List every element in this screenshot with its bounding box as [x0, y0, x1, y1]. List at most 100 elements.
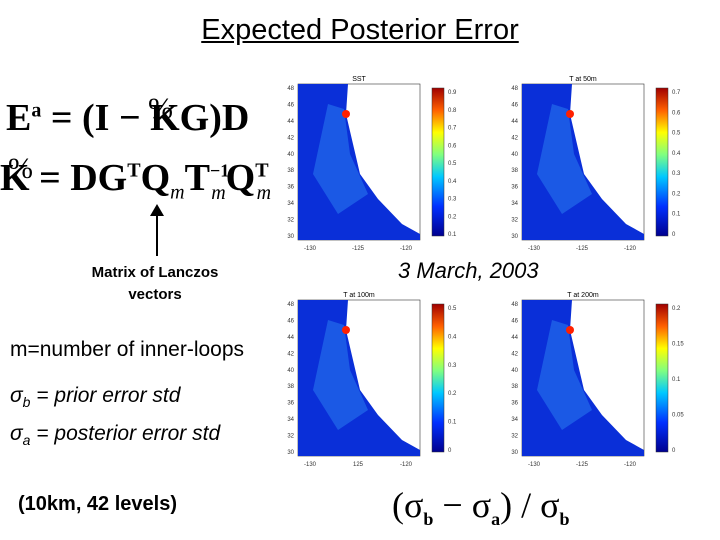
page-title: Expected Posterior Error: [201, 14, 519, 46]
colorbar-tick-label: 0.8: [448, 108, 457, 114]
ocean-highlight: [313, 320, 368, 430]
ocean-highlight: [537, 104, 592, 214]
colorbar-tick-label: 0: [672, 448, 676, 454]
y-tick-label: 38: [287, 168, 294, 174]
y-tick-label: 44: [511, 335, 518, 341]
map-title: T at 100m: [343, 292, 375, 299]
eq2-sub-m2: m: [211, 181, 226, 204]
y-tick-label: 42: [511, 351, 518, 357]
x-tick-label: -125: [576, 246, 589, 252]
y-tick-label: 34: [287, 201, 294, 207]
sigma-b-definition: σb = prior error std: [10, 384, 180, 410]
colorbar-tick-label: 0.6: [672, 110, 681, 116]
y-tick-label: 46: [287, 102, 294, 108]
x-tick-label: -120: [400, 462, 413, 468]
y-tick-label: 38: [511, 168, 518, 174]
colorbar-tick-label: 0.4: [672, 151, 681, 157]
y-tick-label: 48: [511, 302, 518, 308]
y-tick-label: 44: [287, 335, 294, 341]
inner-loops-text: m=number of inner-loops: [10, 338, 245, 361]
formula-close: ) / σ: [500, 485, 560, 525]
x-tick-label: -130: [304, 462, 317, 468]
x-tick-label: -130: [528, 246, 541, 252]
colorbar-tick-label: 0.1: [672, 212, 681, 218]
colorbar-tick-label: 0.6: [448, 143, 457, 149]
equation-gain: K = DGTQmT−1mQTm: [0, 156, 271, 205]
colorbar-tick-label: 0.1: [448, 232, 457, 238]
y-tick-label: 32: [511, 434, 518, 440]
map-t50: T at 50m 48 46 44 42 40 38 36 34 32 30 -130 -125 -120…: [511, 76, 681, 252]
y-tick-label: 38: [511, 384, 518, 390]
colorbar-tick-label: 0.2: [672, 306, 681, 312]
lanczos-label: Matrix of Lanczos vectors: [91, 264, 219, 303]
ocean-highlight: [313, 104, 368, 214]
y-tick-label: 42: [511, 135, 518, 141]
y-tick-label: 40: [287, 152, 294, 158]
eq1-rhs: = (I − KG)D: [50, 97, 250, 139]
y-tick-label: 30: [287, 450, 294, 456]
x-tick-label: -130: [528, 462, 541, 468]
y-tick-label: 48: [287, 302, 294, 308]
colorbar-tick-label: 0.4: [448, 334, 457, 340]
y-tick-label: 34: [287, 417, 294, 423]
x-tick-label: -125: [352, 246, 365, 252]
eq2-q2: Q: [225, 157, 256, 199]
error-hotspot: [566, 326, 574, 334]
y-tick-label: 30: [287, 234, 294, 240]
y-tick-label: 40: [287, 368, 294, 374]
eq2-sub-m3: m: [256, 181, 272, 204]
map-title: SST: [352, 76, 366, 83]
y-tick-label: 34: [511, 417, 518, 423]
map-sst: SST 48 46 44 42 40 38 36 34 32 30 -130 -125 -120 0.9 0.…: [287, 76, 457, 252]
colorbar: [655, 87, 669, 237]
error-hotspot: [342, 326, 350, 334]
y-tick-label: 36: [511, 401, 518, 407]
x-tick-label: -120: [400, 246, 413, 252]
y-tick-label: 48: [287, 86, 294, 92]
eq2-tilde: %: [8, 152, 33, 185]
colorbar-tick-label: 0.3: [448, 197, 457, 203]
eq1-sup: a: [31, 99, 42, 122]
date-label: 3 March, 2003: [398, 258, 539, 283]
eq2-sup-t2: T: [255, 159, 269, 182]
map-title: T at 50m: [569, 76, 597, 83]
eq2-sub-m: m: [170, 181, 185, 204]
eq2-q: Q: [140, 157, 171, 199]
eq2-rhs1: = DG: [39, 157, 128, 199]
colorbar-tick-label: 0.3: [672, 171, 681, 177]
y-tick-label: 32: [287, 218, 294, 224]
error-hotspot: [342, 110, 350, 118]
colorbar-tick-label: 0.05: [672, 413, 684, 419]
y-tick-label: 42: [287, 135, 294, 141]
error-hotspot: [566, 110, 574, 118]
formula-sub-b2: b: [559, 509, 570, 530]
levels-text: (10km, 42 levels): [18, 493, 177, 515]
map-title: T at 200m: [567, 292, 599, 299]
x-tick-label: -125: [576, 462, 589, 468]
arrow-up-icon: [150, 204, 164, 216]
formula-sub-b: b: [423, 509, 434, 530]
y-tick-label: 48: [511, 86, 518, 92]
y-tick-label: 34: [511, 201, 518, 207]
sigma-b-text: = prior error std: [30, 384, 181, 407]
y-tick-label: 44: [511, 119, 518, 125]
y-tick-label: 40: [511, 368, 518, 374]
colorbar-tick-label: 0.5: [672, 131, 681, 137]
y-tick-label: 46: [287, 318, 294, 324]
map-t200: T at 200m 48 46 44 42 40 38 36 34 32 30 -130 -125 -12…: [511, 292, 684, 468]
colorbar-tick-label: 0.2: [672, 191, 681, 197]
colorbar-tick-label: 0: [672, 232, 676, 238]
colorbar-tick-label: 0.2: [448, 391, 457, 397]
eq2-sup-inv: −1: [209, 160, 230, 181]
formula-open: (σ: [392, 485, 424, 525]
colorbar: [655, 303, 669, 453]
sigma-b-sub: b: [22, 394, 31, 411]
formula-minus: − σ: [433, 485, 492, 525]
colorbar-tick-label: 0.7: [672, 90, 681, 96]
colorbar-tick-label: 0.7: [448, 126, 457, 132]
ocean-highlight: [537, 320, 592, 430]
sigma-b-symbol: σ: [10, 384, 23, 407]
eq2-sup-t: T: [127, 159, 141, 182]
eq1-lhs: E: [6, 97, 32, 139]
formula-sub-a: a: [491, 509, 501, 530]
